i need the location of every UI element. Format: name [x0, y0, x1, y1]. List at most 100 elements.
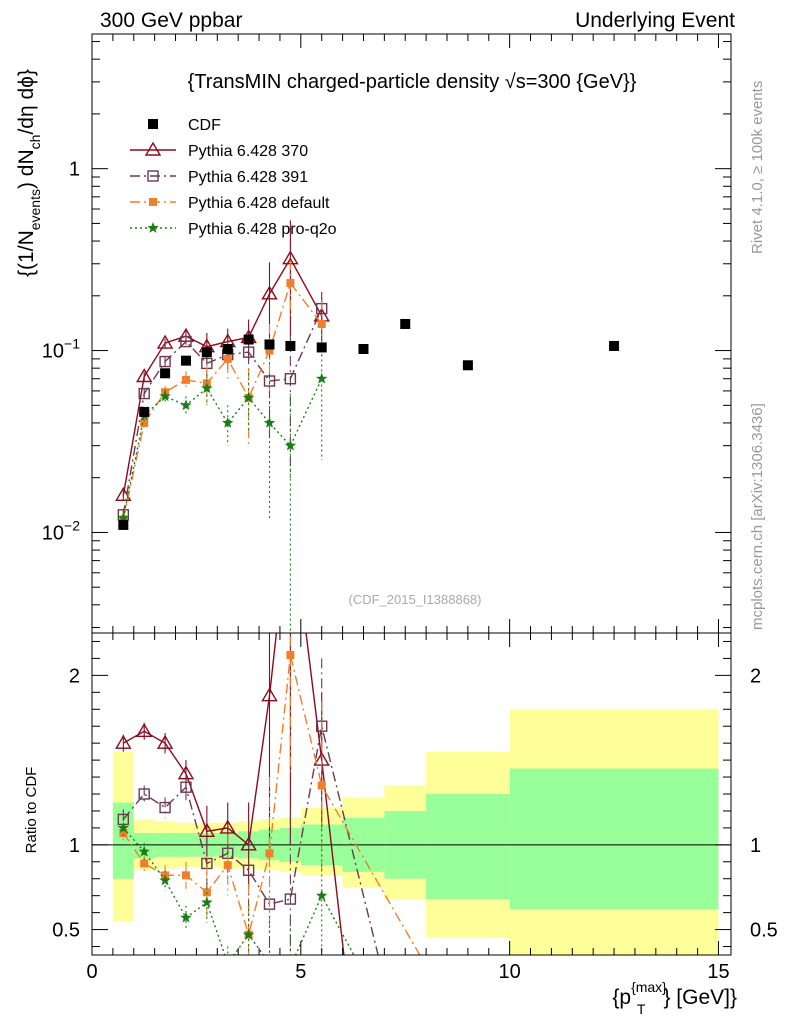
- data-point: [180, 355, 191, 366]
- x-tick-label: 15: [707, 961, 729, 983]
- data-point: [159, 390, 171, 402]
- data-point: [140, 418, 149, 427]
- header-right: Underlying Event: [575, 9, 735, 32]
- data-point: [181, 375, 190, 384]
- legend-label: CDF: [188, 117, 221, 134]
- legend-label: Pythia 6.428 default: [188, 195, 330, 212]
- x-tick-label: 10: [499, 961, 521, 983]
- ratio-data-point: [261, 687, 278, 702]
- ratio-data-point: [198, 822, 216, 837]
- series-line: [122, 281, 323, 520]
- data-point: [358, 343, 369, 354]
- y-tick-label: 10−1: [42, 336, 80, 363]
- data-point: [317, 319, 326, 328]
- ratio-data-point: [284, 893, 297, 905]
- data-point: [316, 372, 328, 384]
- ratio-data-point: [222, 957, 233, 968]
- data-point: [201, 382, 213, 394]
- ratio-series-line: [122, 726, 379, 955]
- data-point: [265, 346, 274, 355]
- legend-label: Pythia 6.428 pro-q2o: [188, 221, 337, 238]
- ratio-data-point: [264, 957, 275, 968]
- data-point: [160, 368, 171, 379]
- ratio-data-point: [219, 819, 236, 834]
- data-point: [242, 346, 255, 358]
- band-green: [426, 794, 510, 900]
- data-point: [139, 406, 150, 417]
- data-point: [243, 334, 254, 345]
- data-point: [242, 391, 255, 403]
- data-point: [117, 512, 130, 523]
- chart-title: {TransMIN charged-particle density √s=30…: [188, 71, 637, 93]
- x-axis-title: {p{max} T} [GeV]}: [612, 979, 737, 1017]
- main-series: [115, 220, 620, 633]
- data-point: [180, 335, 192, 348]
- data-point: [156, 334, 174, 349]
- legend-label: Pythia 6.428 391: [188, 169, 308, 186]
- ratio-data-point: [181, 871, 190, 880]
- x-tick-label: 5: [295, 961, 306, 983]
- data-point: [263, 416, 276, 428]
- data-point: [286, 279, 295, 288]
- y-tick-label: 0.5: [750, 920, 778, 942]
- y-tick-label: 1: [750, 835, 761, 857]
- data-point: [609, 340, 620, 351]
- ratio-data-point: [119, 828, 128, 837]
- y-tick-label: 1: [69, 159, 80, 181]
- data-point: [284, 373, 297, 385]
- series-line: [122, 257, 323, 496]
- data-point: [285, 340, 296, 351]
- ratio-data-point: [140, 859, 149, 868]
- tick-labels: 10−2 10−1 1 0.5 0.5 1 1 2 2 0 5 10 15: [42, 159, 778, 983]
- ratio-data-point: [115, 734, 132, 749]
- series-line: [122, 308, 323, 515]
- legend-marker: [149, 198, 157, 206]
- ratio-data-point: [180, 911, 192, 923]
- data-point: [261, 285, 278, 300]
- ratio-data-point: [316, 889, 328, 901]
- legend-marker: [147, 170, 159, 182]
- legend-marker: [148, 119, 158, 129]
- y-axis-title-main: {(1/Nevents) dNch/dη dϕ}: [15, 69, 43, 277]
- ratio-data-point: [135, 722, 153, 737]
- band-green: [509, 768, 719, 910]
- y-tick-label: 2: [750, 665, 761, 687]
- data-point: [201, 347, 212, 358]
- data-point: [159, 355, 171, 368]
- y-tick-label: 1: [69, 835, 80, 857]
- legend-item: CDF: [148, 117, 221, 134]
- header-left: 300 GeV ppbar: [100, 9, 242, 32]
- rivet-label: Rivet 4.1.0, ≥ 100k events: [749, 81, 766, 254]
- ratio-data-point: [180, 781, 192, 793]
- data-point: [284, 439, 297, 451]
- y-tick-label: 0.5: [52, 920, 80, 942]
- data-point: [135, 368, 153, 383]
- legend-item: Pythia 6.428 default: [130, 195, 330, 212]
- watermark: (CDF_2015_I1388868): [349, 592, 482, 607]
- ratio-data-point: [242, 928, 255, 940]
- legend-marker: [147, 222, 159, 233]
- x-tick-label: 0: [86, 961, 97, 983]
- ratio-data-point: [286, 651, 295, 660]
- data-point: [264, 339, 275, 350]
- y-axis-title-ratio: Ratio to CDF: [23, 767, 40, 854]
- y-tick-label: 10−2: [42, 517, 80, 544]
- legend-marker: [144, 141, 162, 156]
- ratio-data-point: [117, 821, 130, 833]
- ratio-data-point: [242, 864, 255, 876]
- legend-item: Pythia 6.428 370: [130, 141, 308, 160]
- data-point: [180, 399, 192, 411]
- legend-item: Pythia 6.428 pro-q2o: [130, 221, 337, 238]
- ratio-data-point: [138, 845, 150, 857]
- y-tick-label: 2: [69, 665, 80, 687]
- data-point: [138, 387, 150, 400]
- ratio-data-point: [159, 801, 171, 814]
- ratio-bands: [112, 709, 719, 955]
- ratio-data-point: [138, 788, 150, 800]
- ratio-series: [115, 633, 421, 968]
- legend-item: Pythia 6.428 391: [130, 169, 308, 186]
- mcplots-label: mcplots.cern.ch [arXiv:1306.3436]: [749, 403, 766, 630]
- data-point: [462, 360, 473, 371]
- axes-frame: [91, 33, 732, 956]
